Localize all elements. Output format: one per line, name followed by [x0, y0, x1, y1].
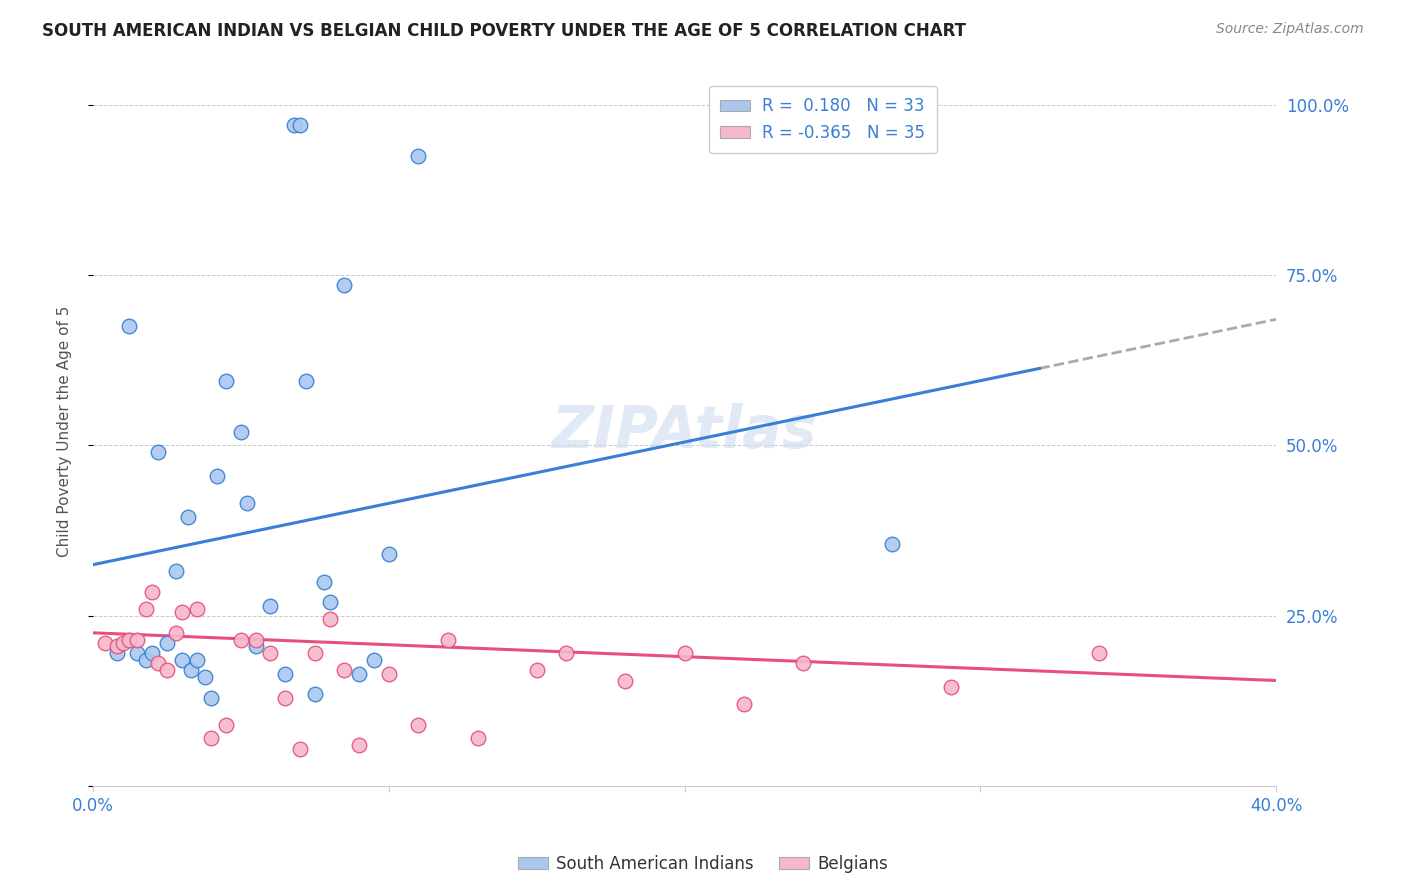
Point [200, 690, 222, 705]
Text: SOUTH AMERICAN INDIAN VS BELGIAN CHILD POVERTY UNDER THE AGE OF 5 CORRELATION CH: SOUTH AMERICAN INDIAN VS BELGIAN CHILD P… [42, 22, 966, 40]
Point [146, 445, 169, 459]
Point [156, 663, 179, 677]
Point [259, 646, 281, 660]
Point [117, 632, 139, 647]
Point [180, 663, 202, 677]
Point [378, 548, 401, 562]
Point [437, 632, 460, 647]
Point [318, 595, 340, 609]
Point [229, 632, 252, 647]
Point [135, 653, 157, 667]
Point [105, 640, 128, 654]
Point [215, 718, 238, 732]
Point [111, 636, 134, 650]
Point [363, 653, 385, 667]
Point [526, 663, 548, 677]
Point [733, 698, 755, 712]
Point [274, 690, 297, 705]
Text: ZIPAtlas: ZIPAtlas [553, 403, 817, 460]
Point [288, 118, 311, 132]
Point [408, 149, 430, 163]
Point [408, 718, 430, 732]
Text: Source: ZipAtlas.com: Source: ZipAtlas.com [1216, 22, 1364, 37]
Point [295, 374, 318, 388]
Point [318, 612, 340, 626]
Point [229, 425, 252, 439]
Point [333, 663, 356, 677]
Point [176, 510, 198, 524]
Point [304, 646, 326, 660]
Point [274, 666, 297, 681]
Point [673, 646, 696, 660]
Point [127, 646, 149, 660]
Point [135, 602, 157, 616]
Point [283, 118, 305, 132]
Y-axis label: Child Poverty Under the Age of 5: Child Poverty Under the Age of 5 [58, 306, 72, 558]
Point [378, 666, 401, 681]
Point [245, 632, 267, 647]
Point [333, 278, 356, 293]
Point [555, 646, 578, 660]
Point [939, 681, 962, 695]
Point [200, 731, 222, 746]
Point [165, 565, 187, 579]
Point [194, 670, 217, 684]
Point [186, 602, 208, 616]
Point [245, 640, 267, 654]
Point [170, 653, 193, 667]
Point [146, 657, 169, 671]
Point [94, 636, 117, 650]
Point [170, 606, 193, 620]
Point [127, 632, 149, 647]
Point [880, 537, 903, 551]
Legend: South American Indians, Belgians: South American Indians, Belgians [512, 848, 894, 880]
Point [207, 469, 229, 483]
Point [156, 636, 179, 650]
Point [105, 646, 128, 660]
Point [141, 585, 163, 599]
Point [141, 646, 163, 660]
Point [117, 319, 139, 334]
Point [236, 496, 259, 510]
Point [259, 599, 281, 613]
Point [467, 731, 489, 746]
Point [792, 657, 814, 671]
Point [215, 374, 238, 388]
Point [347, 738, 370, 752]
Legend: R =  0.180   N = 33, R = -0.365   N = 35: R = 0.180 N = 33, R = -0.365 N = 35 [709, 86, 936, 153]
Point [347, 666, 370, 681]
Point [288, 741, 311, 756]
Point [165, 625, 187, 640]
Point [186, 653, 208, 667]
Point [1087, 646, 1109, 660]
Point [614, 673, 637, 688]
Point [304, 687, 326, 701]
Point [312, 574, 335, 589]
